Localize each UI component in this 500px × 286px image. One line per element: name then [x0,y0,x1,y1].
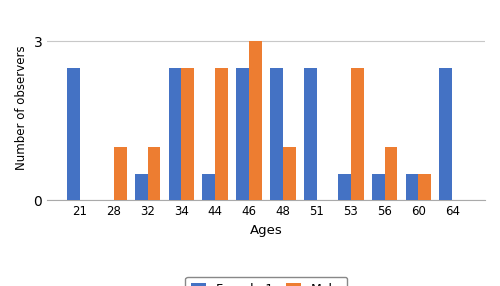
Bar [283,147,296,200]
Bar [418,174,432,200]
Bar [406,174,418,200]
Bar [216,68,228,200]
Y-axis label: Number of observers: Number of observers [15,45,28,170]
Bar [168,68,181,200]
Legend: Female 1, Male: Female 1, Male [185,277,347,286]
Bar [270,68,283,200]
Bar [236,68,249,200]
Bar [338,174,350,200]
Bar [304,68,317,200]
Bar [67,68,80,200]
Bar [372,174,384,200]
X-axis label: Ages: Ages [250,224,282,237]
Bar [384,147,398,200]
Bar [350,68,364,200]
Bar [202,174,215,200]
Bar [182,68,194,200]
Bar [440,68,452,200]
Bar [135,174,147,200]
Bar [249,41,262,200]
Bar [114,147,126,200]
Bar [148,147,160,200]
